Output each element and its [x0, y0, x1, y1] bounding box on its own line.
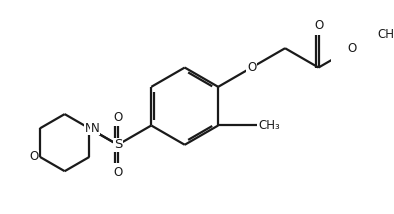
Text: O: O [113, 166, 123, 179]
Text: O: O [348, 42, 357, 55]
Text: O: O [113, 111, 123, 124]
Text: N: N [85, 122, 94, 135]
Text: CH₃: CH₃ [377, 28, 394, 41]
Text: S: S [113, 138, 122, 151]
Text: O: O [29, 150, 38, 163]
Text: O: O [314, 19, 323, 32]
Text: O: O [247, 61, 256, 74]
Text: N: N [91, 122, 100, 135]
Text: CH₃: CH₃ [258, 119, 280, 132]
